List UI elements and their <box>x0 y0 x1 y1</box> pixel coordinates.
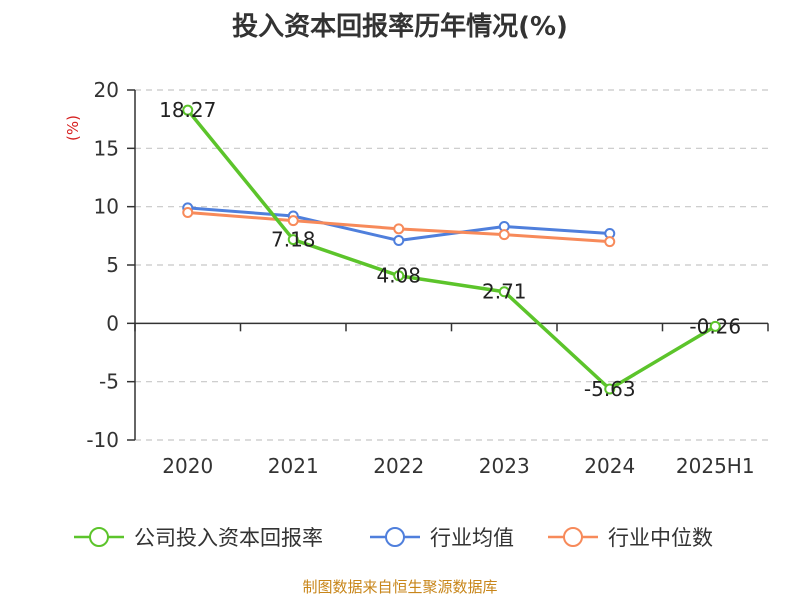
data-point[interactable] <box>287 215 299 227</box>
legend-item[interactable]: 公司投入资本回报率 <box>74 526 323 550</box>
legend-marker-icon <box>89 527 109 547</box>
source-note: 制图数据来自恒生聚源数据库 <box>302 578 498 596</box>
x-tick-label: 2021 <box>268 454 319 478</box>
y-tick-label: 15 <box>94 136 119 160</box>
data-point[interactable] <box>498 286 510 298</box>
x-tick-label: 2023 <box>479 454 530 478</box>
legend-label: 行业均值 <box>430 526 514 550</box>
x-tick-label: 2025H1 <box>676 454 755 478</box>
legend[interactable]: 公司投入资本回报率 行业均值 行业中位数 <box>74 526 713 550</box>
y-tick-label: -5 <box>99 370 119 394</box>
data-point[interactable] <box>604 383 616 395</box>
data-point[interactable] <box>182 104 194 116</box>
data-point[interactable] <box>393 223 405 235</box>
data-label: -0.26 <box>689 314 741 338</box>
data-point[interactable] <box>709 320 721 332</box>
y-tick-label: -10 <box>86 428 119 452</box>
data-label: 4.08 <box>376 264 421 288</box>
y-tick-label: 20 <box>94 78 119 102</box>
y-tick-label: 10 <box>94 195 119 219</box>
y-tick-label: 5 <box>106 253 119 277</box>
legend-item[interactable]: 行业中位数 <box>548 526 713 550</box>
grid-lines <box>135 89 768 441</box>
data-point[interactable] <box>393 270 405 282</box>
data-point[interactable] <box>498 229 510 241</box>
y-tick-label: 0 <box>106 311 119 335</box>
legend-marker-icon <box>563 527 583 547</box>
legend-label: 公司投入资本回报率 <box>134 526 323 550</box>
x-tick-label: 2020 <box>162 454 213 478</box>
data-point[interactable] <box>393 235 405 246</box>
y-axis-unit: (%) <box>64 115 82 141</box>
data-label: -5.63 <box>584 377 636 401</box>
chart-title: 投入资本回报率历年情况(%) <box>232 12 568 42</box>
series-lines <box>182 104 721 395</box>
data-labels: 18.27 7.18 4.08 2.71 -5.63 -0.26 <box>159 98 741 401</box>
x-tick-label: 2022 <box>373 454 424 478</box>
legend-item[interactable]: 行业均值 <box>370 526 514 550</box>
data-label: 2.71 <box>482 280 527 304</box>
x-tick-label: 2024 <box>584 454 635 478</box>
data-label: 7.18 <box>271 228 316 252</box>
data-label: 18.27 <box>159 98 216 122</box>
data-point[interactable] <box>604 236 616 248</box>
data-point[interactable] <box>182 207 194 218</box>
series-line <box>186 109 717 391</box>
legend-marker-icon <box>385 527 405 547</box>
data-point[interactable] <box>287 234 299 246</box>
legend-label: 行业中位数 <box>608 526 713 550</box>
